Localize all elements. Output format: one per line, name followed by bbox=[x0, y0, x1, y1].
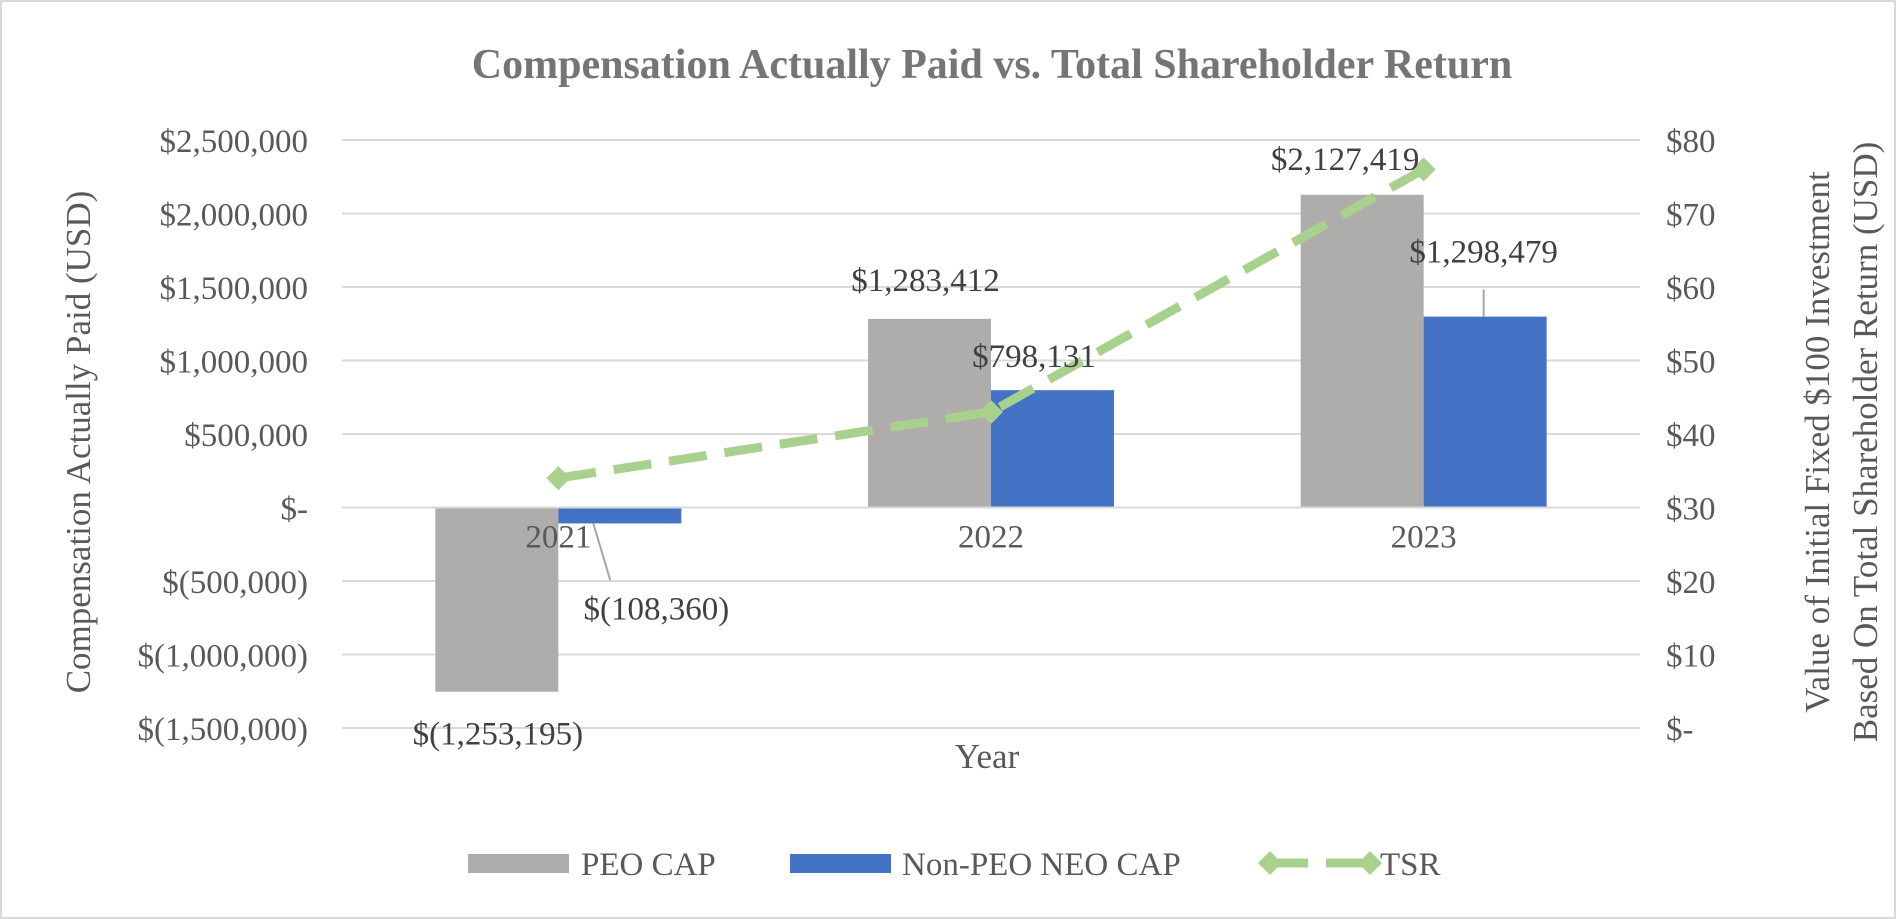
y2-axis-label-line-2: Based On Total Shareholder Return (USD) bbox=[1846, 142, 1885, 743]
x-axis-label: Year bbox=[955, 737, 1020, 776]
data-labels: $(1,253,195) $(108,360) $1,283,412 $798,131… bbox=[413, 142, 1558, 753]
y2-tick-label-5: $30 bbox=[1666, 492, 1716, 528]
leader-line-2021 bbox=[592, 523, 612, 581]
tsr-marker-2022 bbox=[979, 399, 1003, 424]
peo-cap-bar-2023 bbox=[1300, 194, 1424, 508]
y2-tick-label-8: $- bbox=[1666, 712, 1694, 748]
y2-tick-label-1: $70 bbox=[1666, 198, 1716, 234]
y2-tick-label-7: $10 bbox=[1666, 639, 1716, 675]
legend-label-peo-cap: PEO CAP bbox=[581, 847, 716, 883]
y-axis-label: Compensation Actually Paid (USD) bbox=[59, 191, 98, 694]
peo-cap-label-2021: $(1,253,195) bbox=[413, 717, 583, 753]
y2-axis-label-line-1: Value of Initial Fixed $100 Investment bbox=[1798, 171, 1837, 713]
legend-swatch-non-peo-neo-cap bbox=[790, 854, 891, 873]
legend-label-non-peo-neo-cap: Non-PEO NEO CAP bbox=[902, 847, 1181, 883]
y-tick-label-7: $(1,000,000) bbox=[138, 639, 308, 675]
tsr-line-group bbox=[546, 157, 1436, 491]
secondary-y-ticks: $80 $70 $60 $50 $40 $30 $20 $10 $- bbox=[1666, 124, 1716, 748]
y2-tick-label-0: $80 bbox=[1666, 124, 1716, 160]
legend: PEO CAP Non-PEO NEO CAP TSR bbox=[468, 847, 1441, 883]
non-peo-neo-cap-label-2021: $(108,360) bbox=[583, 592, 729, 628]
y-tick-label-4: $500,000 bbox=[184, 418, 308, 454]
y-tick-label-2: $1,500,000 bbox=[160, 271, 309, 307]
x-tick-label-2023: 2023 bbox=[1391, 520, 1457, 556]
y-tick-label-8: $(1,500,000) bbox=[138, 712, 308, 748]
non-peo-neo-cap-label-2023: $1,298,479 bbox=[1409, 235, 1558, 271]
peo-cap-label-2023: $2,127,419 bbox=[1271, 142, 1420, 178]
peo-cap-bar-2021 bbox=[435, 507, 559, 692]
non-peo-neo-cap-bar-2023 bbox=[1423, 316, 1547, 508]
x-tick-label-2021: 2021 bbox=[525, 520, 591, 556]
leader-lines bbox=[592, 289, 1485, 581]
y2-tick-label-3: $50 bbox=[1666, 345, 1716, 381]
x-ticks: 2021 2022 2023 bbox=[525, 520, 1456, 556]
y-tick-label-5: $- bbox=[281, 492, 309, 528]
non-peo-neo-cap-label-2022: $798,131 bbox=[972, 339, 1096, 375]
y2-tick-label-6: $20 bbox=[1666, 565, 1716, 601]
legend-swatch-peo-cap bbox=[468, 854, 569, 873]
non-peo-neo-cap-bar-2021 bbox=[558, 507, 682, 524]
chart-title: Compensation Actually Paid vs. Total Sha… bbox=[472, 42, 1512, 88]
legend-swatch-tsr-marker-1 bbox=[1358, 851, 1382, 875]
tsr-series-line bbox=[557, 165, 1426, 483]
legend-swatch-tsr-marker-0 bbox=[1258, 851, 1282, 875]
y-tick-label-0: $2,500,000 bbox=[160, 124, 309, 160]
legend-label-tsr: TSR bbox=[1380, 847, 1441, 883]
x-tick-label-2022: 2022 bbox=[958, 520, 1024, 556]
y-tick-label-1: $2,000,000 bbox=[160, 198, 309, 234]
primary-y-ticks: $2,500,000 $2,000,000 $1,500,000 $1,000,000… bbox=[138, 124, 308, 748]
y-tick-label-6: $(500,000) bbox=[162, 565, 308, 601]
y-tick-label-3: $1,000,000 bbox=[160, 345, 309, 381]
peo-cap-label-2022: $1,283,412 bbox=[851, 263, 1000, 299]
tsr-marker-2021 bbox=[546, 466, 571, 491]
y2-tick-label-4: $40 bbox=[1666, 418, 1716, 454]
y2-tick-label-2: $60 bbox=[1666, 271, 1716, 307]
non-peo-neo-cap-bar-2022 bbox=[991, 390, 1114, 508]
tsr-marker-2023 bbox=[1411, 157, 1436, 182]
